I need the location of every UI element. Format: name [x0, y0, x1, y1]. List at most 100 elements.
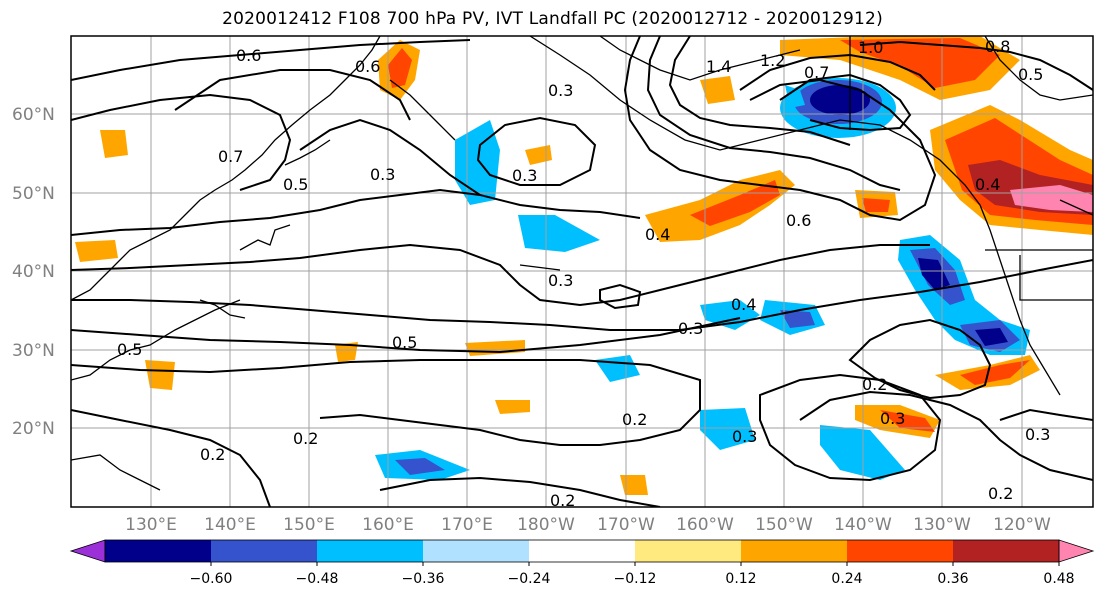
shading-layer	[75, 36, 1093, 495]
colorbar-tick-label: −0.12	[614, 571, 657, 587]
positive-anomaly-patch	[620, 475, 648, 495]
lon-label: 130°W	[913, 515, 971, 535]
negative-anomaly-patch	[810, 85, 870, 115]
negative-anomaly-patch	[785, 85, 805, 108]
longitude-labels: 130°E 140°E 150°E 160°E 170°E 180°W 170°…	[125, 515, 1051, 535]
colorbar: −0.60 −0.48 −0.36 −0.24 −0.12 0.12 0.24 0.36 0.4…	[69, 539, 1095, 587]
colorbar-segment	[529, 540, 635, 562]
lon-label: 120°W	[993, 515, 1051, 535]
lon-label: 170°W	[597, 515, 655, 535]
colorbar-tick-label: −0.36	[402, 571, 445, 587]
positive-anomaly-patch	[525, 145, 552, 165]
negative-anomaly-patch	[975, 328, 1008, 346]
positive-anomaly-patch	[75, 240, 118, 262]
colorbar-segment	[741, 540, 847, 562]
colorbar-extension-high	[1058, 539, 1095, 563]
chart-title: 2020012412 F108 700 hPa PV, IVT Landfall…	[222, 9, 883, 29]
negative-anomaly-patch	[518, 215, 600, 252]
lat-label: 50°N	[12, 184, 55, 204]
colorbar-tick-label: −0.24	[508, 571, 551, 587]
lon-label: 140°W	[834, 515, 892, 535]
positive-anomaly-patch	[690, 180, 780, 226]
positive-anomaly-patch	[840, 38, 1000, 88]
contour-label: 0.3	[512, 166, 537, 185]
negative-anomaly-patch	[395, 458, 445, 475]
colorbar-tick-label: 0.48	[1043, 571, 1074, 587]
positive-anomaly-patch	[465, 340, 525, 356]
contour-label: 1.0	[858, 38, 883, 57]
contour-label: 0.5	[1018, 65, 1043, 84]
lat-label: 40°N	[12, 262, 55, 282]
contour-label: 0.2	[550, 491, 575, 510]
contour-label: 0.3	[548, 271, 573, 290]
contour-label: 0.7	[804, 63, 829, 82]
lat-label: 20°N	[12, 419, 55, 439]
colorbar-tick-label: 0.24	[831, 571, 862, 587]
positive-anomaly-patch	[100, 130, 128, 158]
contour-label: 0.2	[988, 484, 1013, 503]
lon-label: 160°E	[362, 515, 414, 535]
graticule	[71, 36, 1093, 507]
lon-label: 130°E	[125, 515, 177, 535]
positive-anomaly-patch	[145, 360, 175, 390]
positive-anomaly-patch	[388, 48, 412, 88]
contour-label: 0.6	[236, 46, 261, 65]
contour-label: 0.6	[786, 211, 811, 230]
positive-anomaly-patch	[960, 360, 1030, 385]
contour-label: 0.4	[731, 295, 756, 314]
colorbar-segment	[105, 540, 211, 562]
colorbar-segment	[423, 540, 529, 562]
lon-label: 140°E	[204, 515, 256, 535]
colorbar-extension-low	[69, 539, 106, 563]
negative-anomaly-patch	[595, 355, 640, 382]
colorbar-tick-label: 0.36	[937, 571, 968, 587]
contour-label: 0.3	[678, 319, 703, 338]
colorbar-tick-label: −0.60	[190, 571, 233, 587]
positive-anomaly-patch	[880, 410, 935, 432]
colorbar-tick-label: 0.12	[725, 571, 756, 587]
contour-label: 0.2	[862, 375, 887, 394]
contour-label: 0.7	[218, 147, 243, 166]
lat-label: 30°N	[12, 341, 55, 361]
contour-label: 0.3	[370, 165, 395, 184]
contour-label: 0.3	[880, 409, 905, 428]
lon-label: 150°E	[283, 515, 335, 535]
lon-label: 170°E	[441, 515, 493, 535]
lon-label: 180°W	[517, 515, 575, 535]
colorbar-segment	[953, 540, 1059, 562]
contour-label: 0.3	[1025, 425, 1050, 444]
positive-anomaly-patch	[495, 400, 530, 414]
contour-label: 0.2	[622, 410, 647, 429]
contour-label: 0.3	[548, 81, 573, 100]
contour-label: 1.2	[760, 51, 785, 70]
contour-label: 0.4	[645, 225, 670, 244]
contour-label: 0.2	[200, 445, 225, 464]
colorbar-segment	[211, 540, 317, 562]
negative-anomaly-patch	[700, 408, 755, 450]
coastlines	[71, 36, 1093, 491]
contour-label: 0.4	[975, 175, 1000, 194]
positive-anomaly-patch	[862, 198, 890, 212]
contour-label: 0.8	[985, 37, 1010, 56]
negative-anomaly-patch	[780, 310, 815, 328]
contour-label: 0.3	[732, 427, 757, 446]
contour-label: 0.5	[283, 175, 308, 194]
positive-anomaly-patch	[335, 342, 358, 362]
map-frame	[70, 35, 1094, 508]
colorbar-segment	[317, 540, 423, 562]
colorbar-segment	[635, 540, 741, 562]
contour-label: 0.5	[392, 333, 417, 352]
colorbar-segment	[847, 540, 953, 562]
contour-label: 0.6	[355, 57, 380, 76]
contour-labels: 0.6 0.6 0.7 0.5 0.3 0.3 0.3 1.4 1.2 0.7 …	[117, 37, 1050, 510]
lon-label: 150°W	[755, 515, 813, 535]
contour-label: 0.2	[293, 429, 318, 448]
latitude-labels: 60°N 50°N 40°N 30°N 20°N	[12, 105, 55, 439]
negative-anomaly-patch	[455, 120, 500, 205]
colorbar-tick-label: −0.48	[296, 571, 339, 587]
contour-layer	[71, 36, 1093, 507]
contour-label: 0.5	[117, 340, 142, 359]
colorbar-border	[104, 539, 1060, 563]
lon-label: 160°W	[676, 515, 734, 535]
